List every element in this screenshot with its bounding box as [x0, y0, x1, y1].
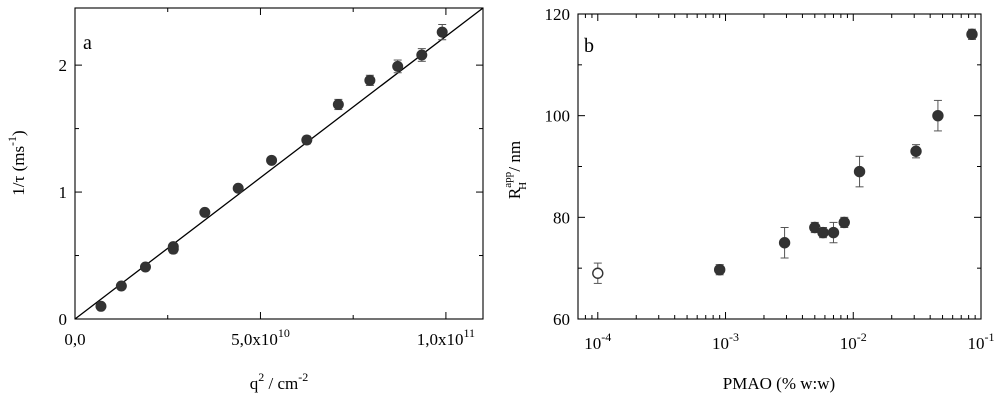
y-tick-label: 120 [545, 5, 571, 24]
panel-a-y-axis-label: 1/τ (ms-1) [5, 130, 28, 195]
panel-b-label: b [584, 35, 594, 57]
data-point [932, 109, 944, 122]
data-point [266, 154, 278, 166]
data-point [139, 261, 151, 273]
y-tick-label: 100 [545, 107, 571, 126]
panel-b: 10-4 10-3 10-2 10-1 60 80 100 120 b PMAO (% w:w… [502, 5, 995, 393]
panel-b-x-axis-label: PMAO (% w:w) [723, 374, 835, 393]
data-point [778, 237, 791, 249]
data-point [232, 182, 244, 194]
data-point [838, 216, 850, 229]
x-tick-label: 10-2 [840, 330, 867, 353]
data-point [95, 300, 107, 312]
data-point [713, 263, 726, 276]
x-tick-label: 0,0 [64, 330, 85, 349]
panel-a-label: a [83, 32, 92, 54]
data-point [966, 28, 978, 41]
y-tick-label: 0 [59, 310, 68, 329]
data-point [364, 74, 376, 86]
data-point [301, 134, 313, 146]
data-point [910, 145, 922, 157]
y-tick-label: 60 [553, 310, 570, 329]
data-point [167, 241, 179, 253]
panel-a-x-axis-label: q2 / cm-2 [250, 370, 309, 393]
data-point [853, 165, 866, 178]
open-data-point [592, 267, 604, 279]
data-point [416, 49, 428, 61]
data-point [827, 226, 840, 239]
panel-b-y-axis-label: Rapp H / nm [502, 141, 529, 199]
data-point [817, 226, 829, 239]
y-tick-label: 1 [59, 183, 68, 202]
x-tick-label: 10-1 [968, 330, 995, 353]
data-point [199, 206, 211, 218]
x-tick-label: 10-4 [584, 330, 611, 353]
panel-b-frame [577, 13, 982, 320]
panel-a: 0,0 5,0x1010 1,0x1011 0 1 2 a q2 / cm-2 1/τ (… [5, 7, 484, 393]
y-tick-label: 80 [553, 208, 570, 227]
panel-a-frame [74, 7, 484, 320]
y-tick-label: 2 [59, 56, 68, 75]
data-point [436, 26, 448, 38]
data-point [332, 98, 344, 110]
x-tick-label: 1,0x1011 [417, 326, 475, 349]
data-point [392, 60, 404, 72]
x-tick-label: 5,0x1010 [231, 326, 290, 349]
data-point [115, 280, 127, 292]
x-tick-label: 10-3 [712, 330, 739, 353]
